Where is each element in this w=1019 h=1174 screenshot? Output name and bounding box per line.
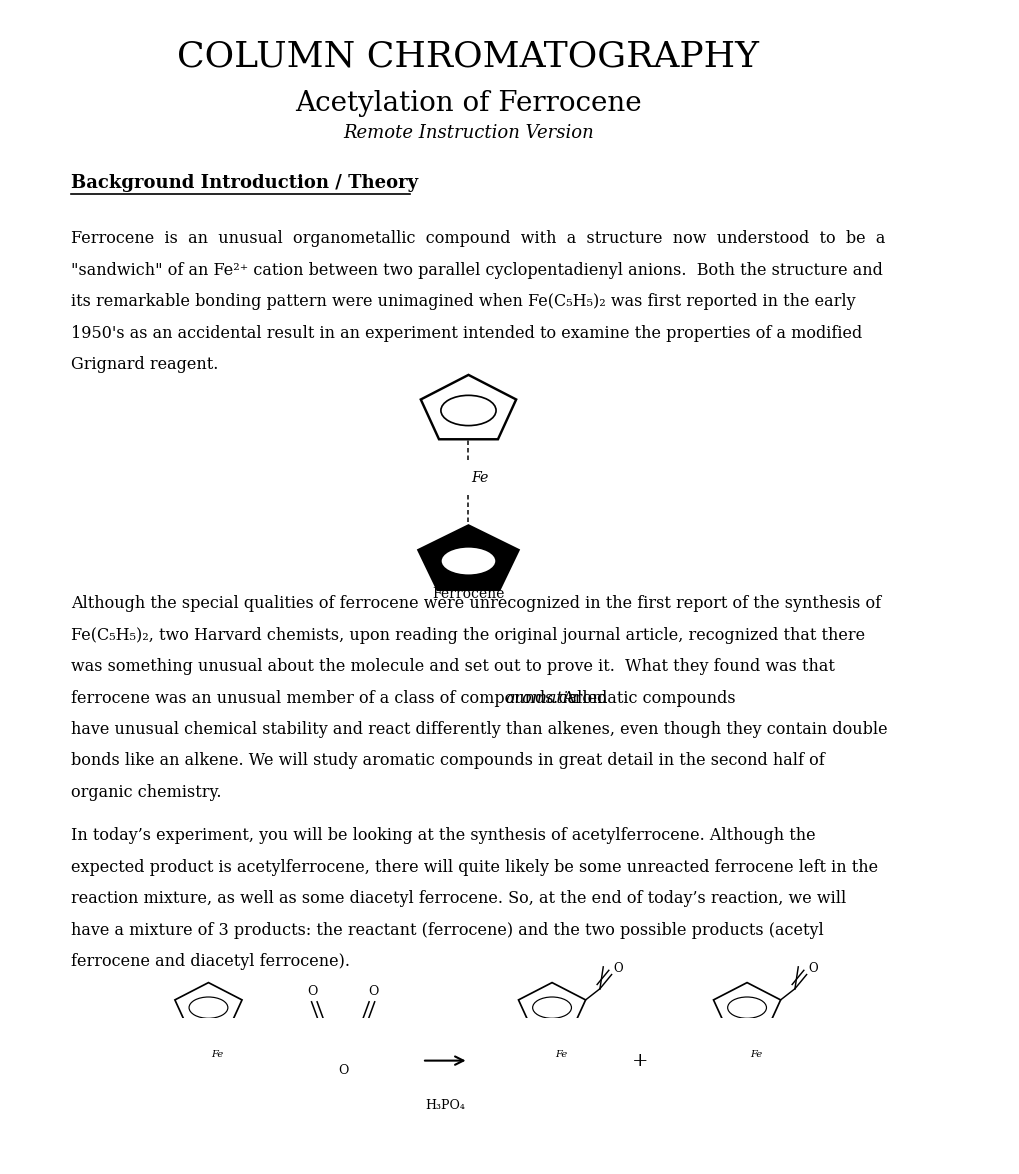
Polygon shape <box>173 1088 244 1134</box>
Text: Ferrocene: Ferrocene <box>432 587 504 601</box>
Text: Fe(C₅H₅)₂, two Harvard chemists, upon reading the original journal article, reco: Fe(C₅H₅)₂, two Harvard chemists, upon re… <box>71 627 864 643</box>
Ellipse shape <box>532 1104 571 1124</box>
Text: O: O <box>368 985 379 998</box>
Text: O: O <box>307 985 317 998</box>
Text: Fe: Fe <box>211 1051 223 1059</box>
Text: O: O <box>337 1065 347 1078</box>
Text: Background Introduction / Theory: Background Introduction / Theory <box>71 175 418 193</box>
Text: have a mixture of 3 products: the reactant (ferrocene) and the two possible prod: have a mixture of 3 products: the reacta… <box>71 922 823 939</box>
Text: reaction mixture, as well as some diacetyl ferrocene. So, at the end of today’s : reaction mixture, as well as some diacet… <box>71 890 846 908</box>
Text: its remarkable bonding pattern were unimagined when Fe(C₅H₅)₂ was first reported: its remarkable bonding pattern were unim… <box>71 294 855 310</box>
Text: O: O <box>612 962 623 974</box>
Text: Fe: Fe <box>749 1051 761 1059</box>
Text: O: O <box>807 962 817 974</box>
Text: ferrocene and diacetyl ferrocene).: ferrocene and diacetyl ferrocene). <box>71 953 350 970</box>
Text: "sandwich" of an Fe²⁺ cation between two parallel cyclopentadienyl anions.  Both: "sandwich" of an Fe²⁺ cation between two… <box>71 262 882 278</box>
Text: +: + <box>632 1052 648 1070</box>
Text: aromatic: aromatic <box>505 689 577 707</box>
Ellipse shape <box>727 1104 765 1124</box>
Text: organic chemistry.: organic chemistry. <box>71 784 221 801</box>
Text: ferrocene was an unusual member of a class of compounds called: ferrocene was an unusual member of a cla… <box>71 689 612 707</box>
Ellipse shape <box>440 547 495 575</box>
Text: bonds like an alkene. We will study aromatic compounds in great detail in the se: bonds like an alkene. We will study arom… <box>71 753 824 769</box>
Text: . Aromatic compounds: . Aromatic compounds <box>552 689 735 707</box>
Polygon shape <box>418 526 518 589</box>
Text: H₃PO₄: H₃PO₄ <box>425 1099 465 1112</box>
Text: Fe: Fe <box>471 471 488 485</box>
Text: expected product is acetylferrocene, there will quite likely be some unreacted f: expected product is acetylferrocene, the… <box>71 859 877 876</box>
Text: Although the special qualities of ferrocene were unrecognized in the first repor: Although the special qualities of ferroc… <box>71 595 880 613</box>
Text: Grignard reagent.: Grignard reagent. <box>71 356 218 373</box>
Text: Fe: Fe <box>554 1051 567 1059</box>
Text: Acetylation of Ferrocene: Acetylation of Ferrocene <box>294 90 641 117</box>
Text: 1950's as an accidental result in an experiment intended to examine the properti: 1950's as an accidental result in an exp… <box>71 324 861 342</box>
Text: was something unusual about the molecule and set out to prove it.  What they fou: was something unusual about the molecule… <box>71 659 835 675</box>
Text: Ferrocene  is  an  unusual  organometallic  compound  with  a  structure  now  u: Ferrocene is an unusual organometallic c… <box>71 230 884 248</box>
Polygon shape <box>517 1088 587 1134</box>
Text: Remote Instruction Version: Remote Instruction Version <box>342 123 593 142</box>
Ellipse shape <box>189 1104 227 1124</box>
Polygon shape <box>711 1088 782 1134</box>
Text: have unusual chemical stability and react differently than alkenes, even though : have unusual chemical stability and reac… <box>71 721 887 738</box>
Text: COLUMN CHROMATOGRAPHY: COLUMN CHROMATOGRAPHY <box>177 40 759 74</box>
Text: In today’s experiment, you will be looking at the synthesis of acetylferrocene. : In today’s experiment, you will be looki… <box>71 828 815 844</box>
